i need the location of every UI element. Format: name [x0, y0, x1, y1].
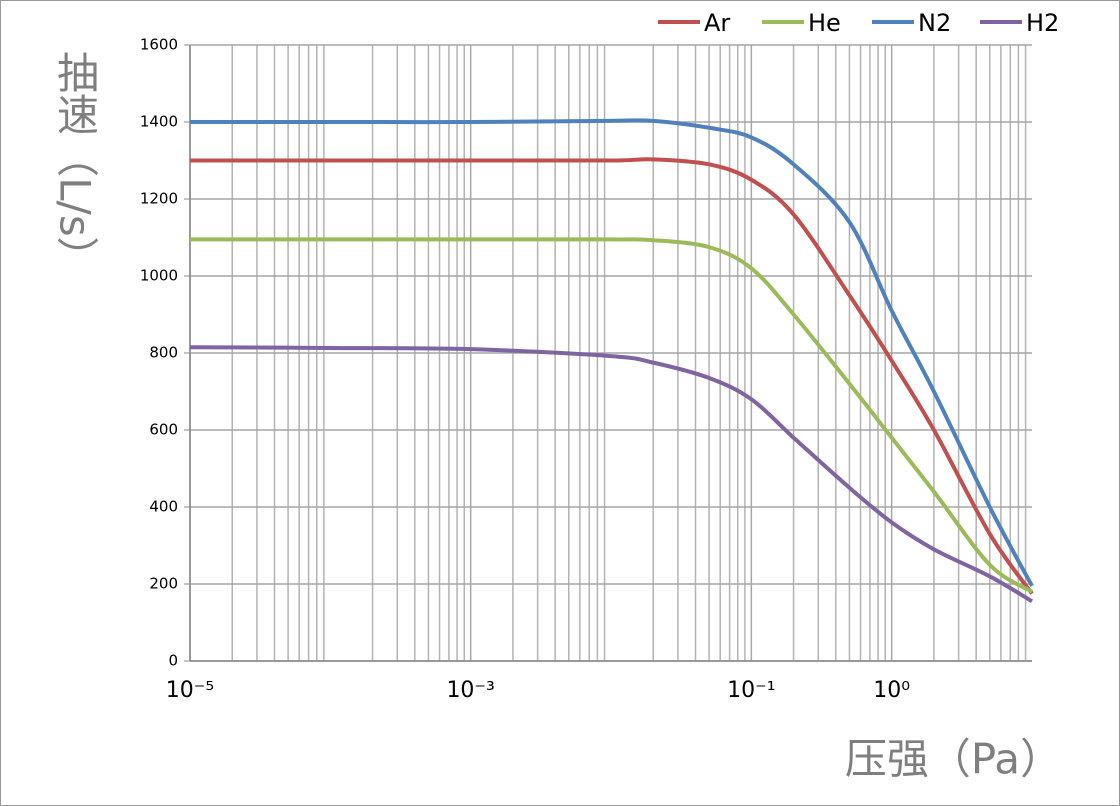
x-axis-label: 压强（Pa） [845, 735, 1062, 784]
y-tick-label: 1000 [140, 267, 178, 285]
x-tick-label: 10⁻³ [446, 678, 494, 703]
x-tick-label: 10⁰ [873, 678, 910, 703]
y-tick-label: 400 [149, 498, 178, 516]
series-line [189, 345, 1034, 604]
x-tick-label: 10⁻⁵ [166, 678, 214, 703]
y-tick-label: 1400 [140, 113, 178, 131]
y-tick-label: 600 [149, 421, 178, 439]
series-line [189, 237, 1034, 594]
legend-label: Ar [704, 9, 730, 37]
y-axis-label: 抽速（L/s） [51, 51, 100, 278]
y-tick-label: 800 [149, 344, 178, 362]
y-tick-label: 200 [149, 575, 178, 593]
series-line [190, 157, 1034, 595]
series-line [190, 118, 1034, 587]
y-tick-label: 0 [168, 652, 178, 670]
y-tick-label: 1600 [140, 36, 178, 54]
x-tick-label: 10⁻¹ [727, 678, 775, 703]
legend-label: H2 [1026, 9, 1059, 37]
legend-label: N2 [918, 9, 951, 37]
y-tick-label: 1200 [140, 190, 178, 208]
legend-label: He [808, 9, 841, 37]
